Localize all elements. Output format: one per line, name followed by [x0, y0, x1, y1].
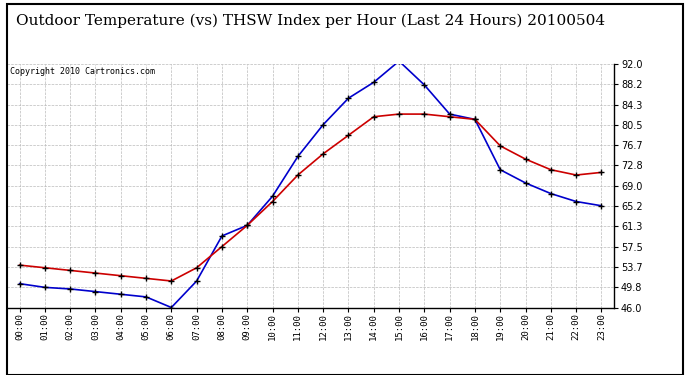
Text: Outdoor Temperature (vs) THSW Index per Hour (Last 24 Hours) 20100504: Outdoor Temperature (vs) THSW Index per …: [16, 13, 605, 27]
Text: Copyright 2010 Cartronics.com: Copyright 2010 Cartronics.com: [10, 68, 155, 76]
